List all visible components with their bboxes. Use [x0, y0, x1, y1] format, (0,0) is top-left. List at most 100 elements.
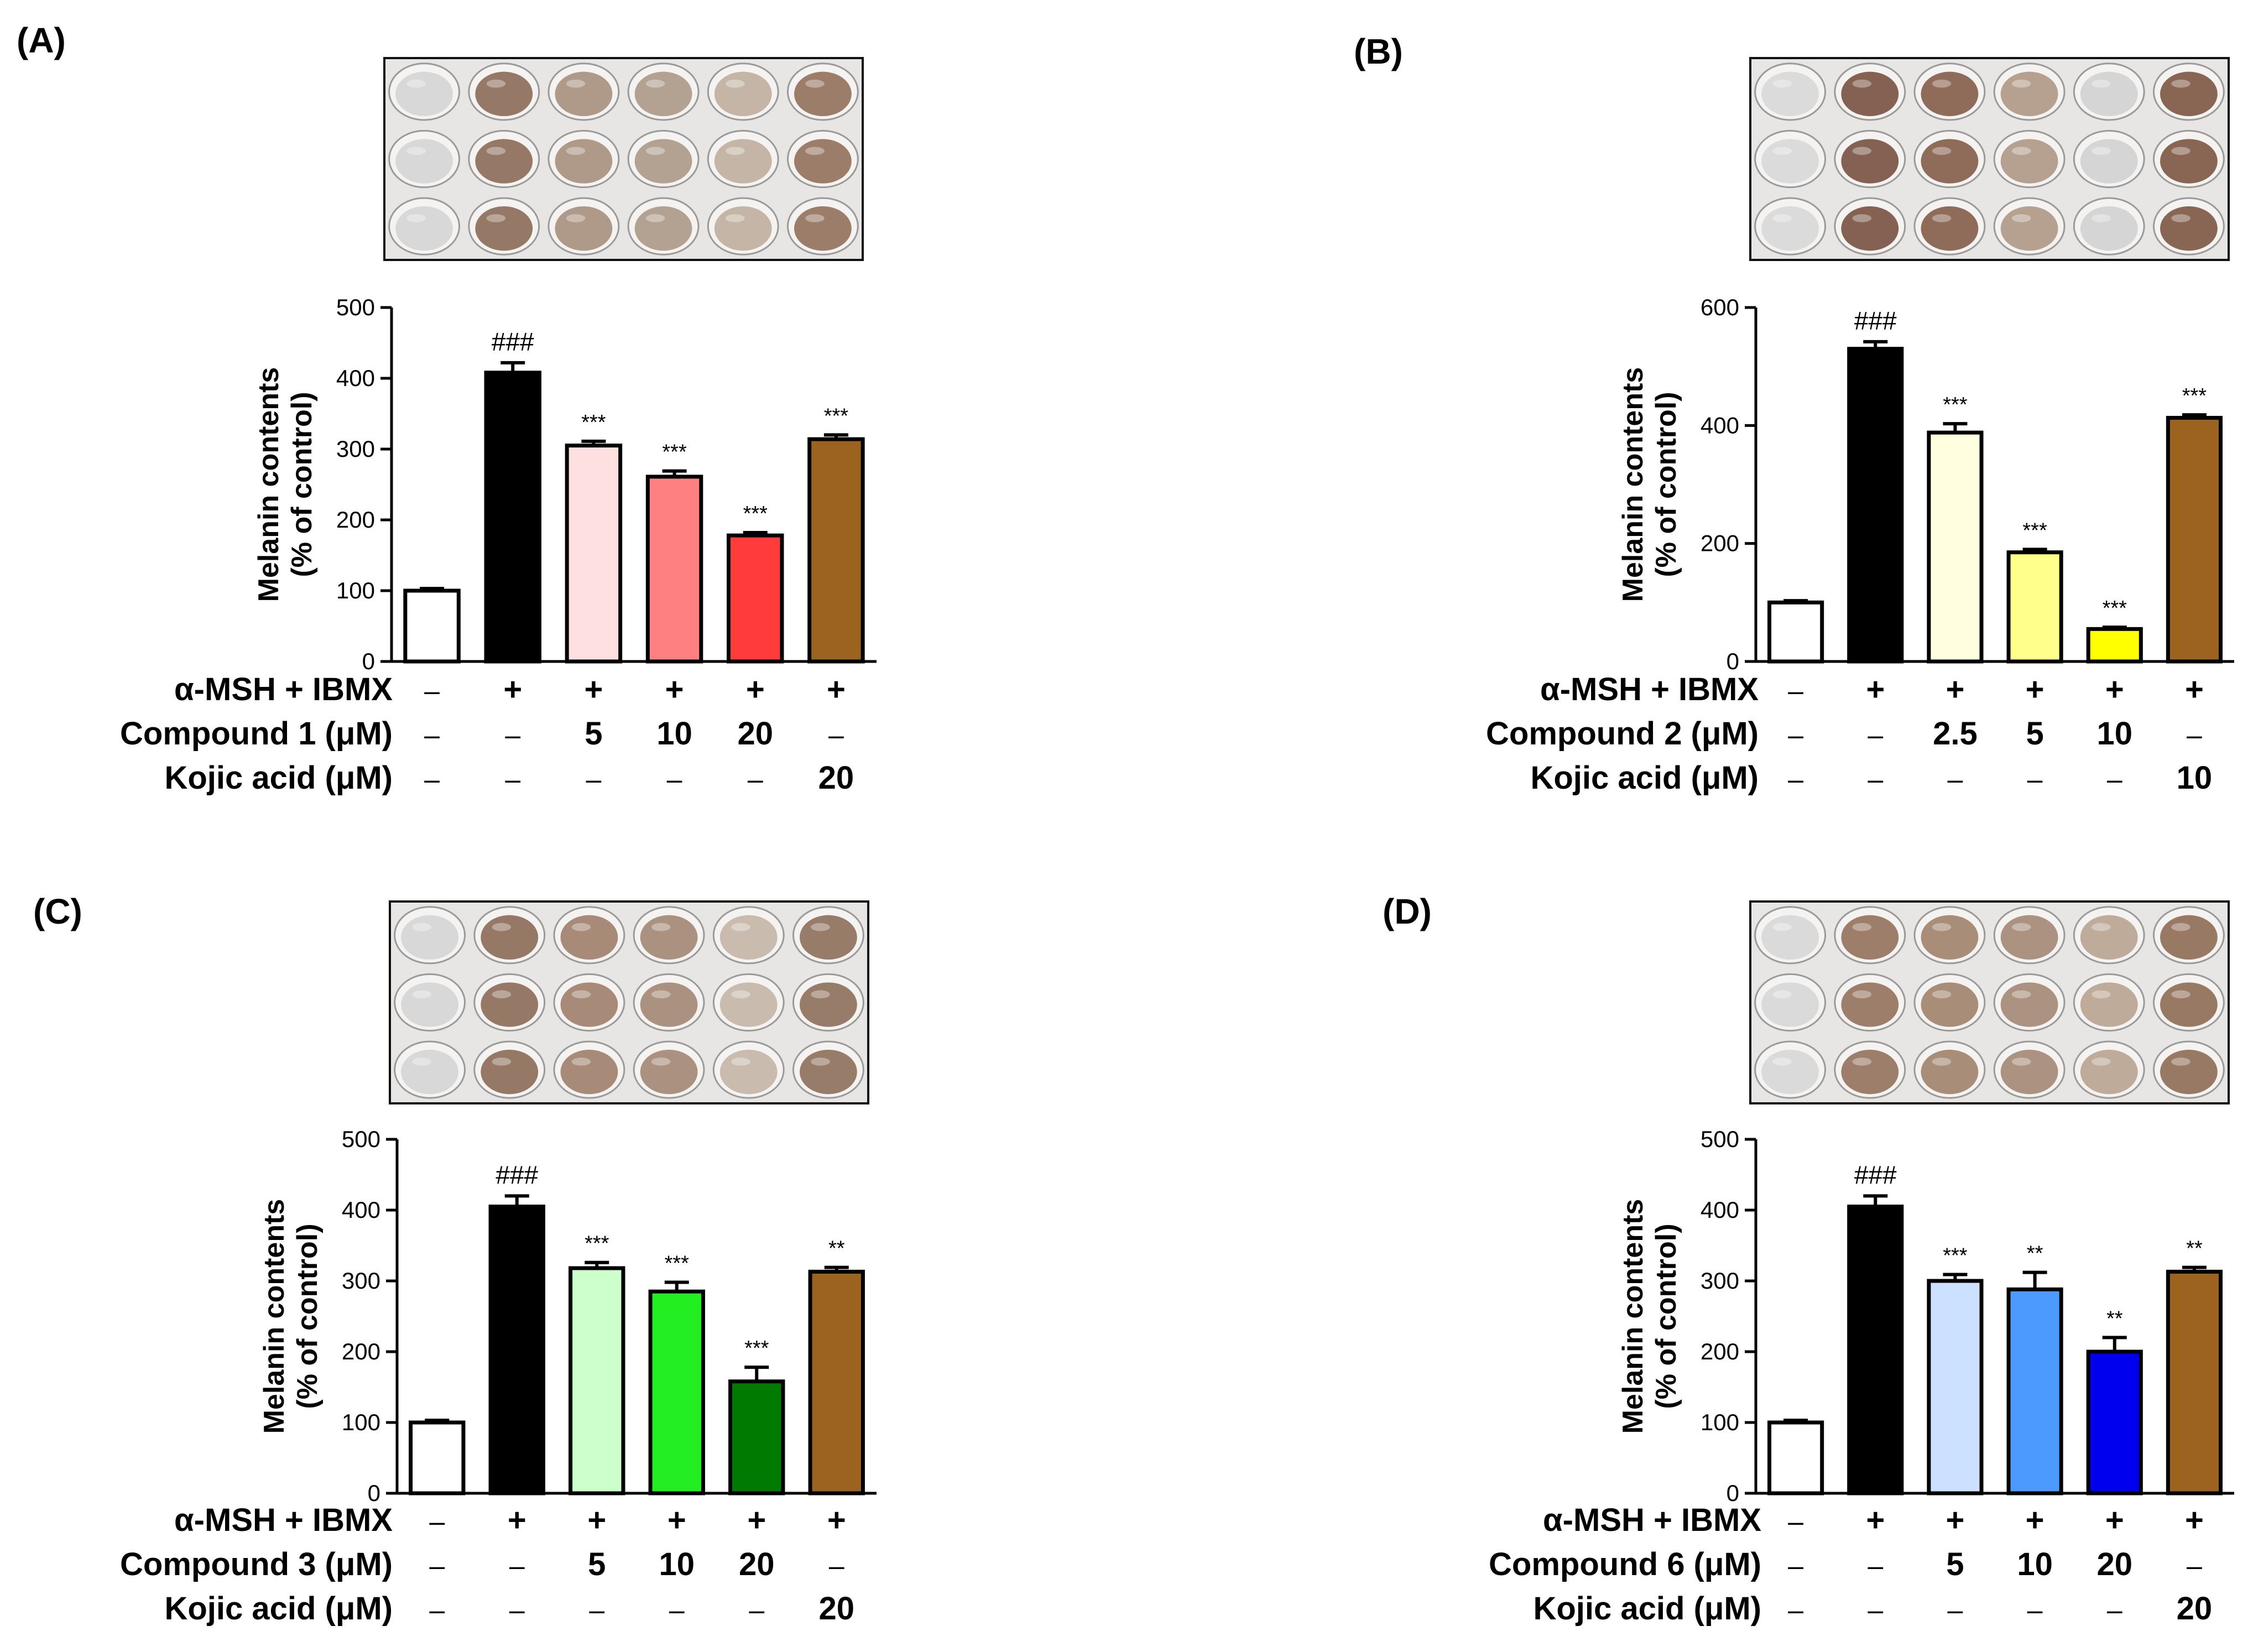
well-highlight — [651, 990, 671, 999]
well-highlight — [1772, 147, 1792, 155]
well-highlight — [726, 214, 745, 222]
well-highlight — [486, 79, 506, 88]
well — [475, 139, 533, 184]
well — [1841, 71, 1899, 116]
treatment-cell: + — [2026, 671, 2045, 707]
well-highlight — [486, 147, 506, 155]
well-highlight — [1772, 1057, 1792, 1066]
well-highlight — [1852, 990, 1872, 999]
treatment-cell: + — [2185, 1502, 2204, 1538]
significance-label: *** — [581, 411, 606, 434]
treatment-row-label: Compound 3 (μM) — [120, 1546, 393, 1582]
well — [401, 982, 458, 1027]
well — [714, 139, 772, 184]
well — [555, 71, 613, 116]
treatment-cell: 10 — [2096, 716, 2132, 752]
well-highlight — [2092, 990, 2111, 999]
treatment-cell: + — [1866, 671, 1885, 707]
well-highlight — [412, 1057, 431, 1066]
treatment-cell: – — [828, 720, 844, 751]
treatment-cell: 20 — [818, 760, 854, 796]
treatment-cell: + — [827, 1502, 846, 1538]
bar — [1847, 347, 1904, 664]
treatment-cell: + — [508, 1502, 526, 1538]
y-tick-label: 200 — [342, 1338, 380, 1364]
significance-label: *** — [665, 1252, 690, 1275]
well-highlight — [2011, 990, 2031, 999]
treatment-cell: – — [1788, 1550, 1803, 1581]
bar — [645, 475, 703, 664]
treatment-row-label: Compound 1 (μM) — [120, 716, 393, 752]
well — [2160, 1050, 2218, 1095]
panel-label: (C) — [33, 892, 82, 931]
well-highlight — [651, 923, 671, 931]
treatment-row-label: Kojic acid (μM) — [164, 1591, 393, 1627]
well — [1921, 71, 1979, 116]
y-tick-label: 200 — [1701, 1338, 1739, 1364]
bar — [2086, 627, 2143, 664]
treatment-cell: – — [748, 764, 763, 795]
well-highlight — [811, 990, 830, 999]
treatment-cell: – — [1868, 1594, 1883, 1625]
treatment-cell: – — [2187, 1550, 2202, 1581]
well — [640, 915, 698, 960]
panel-d: (D) 0 100 200 300 400 500 Melanin contents (% of… — [1383, 892, 2234, 1627]
y-tick-label: 100 — [342, 1409, 380, 1435]
well-highlight — [2011, 214, 2031, 222]
well-highlight — [566, 79, 586, 88]
well-highlight — [1932, 147, 1952, 155]
treatment-row-label: α-MSH + IBMX — [174, 671, 393, 707]
well-highlight — [645, 79, 665, 88]
well — [560, 982, 618, 1027]
well — [481, 1050, 539, 1095]
treatment-cell: – — [829, 1550, 844, 1581]
treatment-cell: 20 — [818, 1591, 854, 1627]
significance-label: ### — [1854, 306, 1897, 335]
treatment-row-label: Compound 6 (μM) — [1489, 1546, 1761, 1582]
well — [640, 1050, 698, 1095]
well — [2000, 71, 2058, 116]
well-highlight — [731, 990, 750, 999]
well-highlight — [1852, 214, 1872, 222]
significance-label: ### — [492, 327, 534, 356]
treatment-cell: + — [1866, 1502, 1885, 1538]
well-highlight — [492, 1057, 512, 1066]
well — [560, 1050, 618, 1095]
bar — [1927, 430, 1984, 664]
well-highlight — [731, 923, 750, 931]
well-highlight — [2092, 147, 2111, 155]
treatment-cell: + — [584, 671, 603, 707]
treatment-cell: – — [1788, 1506, 1803, 1537]
significance-label: ** — [2186, 1237, 2203, 1260]
well — [2160, 982, 2218, 1027]
treatment-cell: – — [586, 764, 602, 795]
well — [2160, 71, 2218, 116]
well — [800, 982, 857, 1027]
significance-label: *** — [585, 1232, 609, 1255]
well — [634, 71, 692, 116]
well-highlight — [1932, 79, 1952, 88]
significance-label: ### — [1854, 1160, 1897, 1189]
well-highlight — [1932, 1057, 1952, 1066]
treatment-cell: 10 — [2017, 1546, 2053, 1582]
well-highlight — [406, 79, 426, 88]
well — [800, 915, 857, 960]
well — [719, 1050, 778, 1095]
panel-label: (A) — [17, 20, 66, 60]
well — [1921, 982, 1979, 1027]
y-axis-label: (% of control) — [1650, 1223, 1682, 1409]
well-highlight — [412, 923, 431, 931]
bar — [807, 437, 865, 664]
well-highlight — [1932, 923, 1952, 931]
well-plate-frame — [389, 900, 869, 1104]
bar — [565, 444, 623, 664]
well — [1921, 1050, 1979, 1095]
y-tick-label: 300 — [336, 436, 375, 462]
well — [2080, 139, 2138, 184]
well — [1921, 206, 1979, 251]
y-tick-label: 600 — [1701, 294, 1739, 320]
well-highlight — [406, 214, 426, 222]
treatment-cell: 20 — [2096, 1546, 2132, 1582]
bar — [1767, 600, 1824, 664]
bar — [728, 1379, 785, 1495]
